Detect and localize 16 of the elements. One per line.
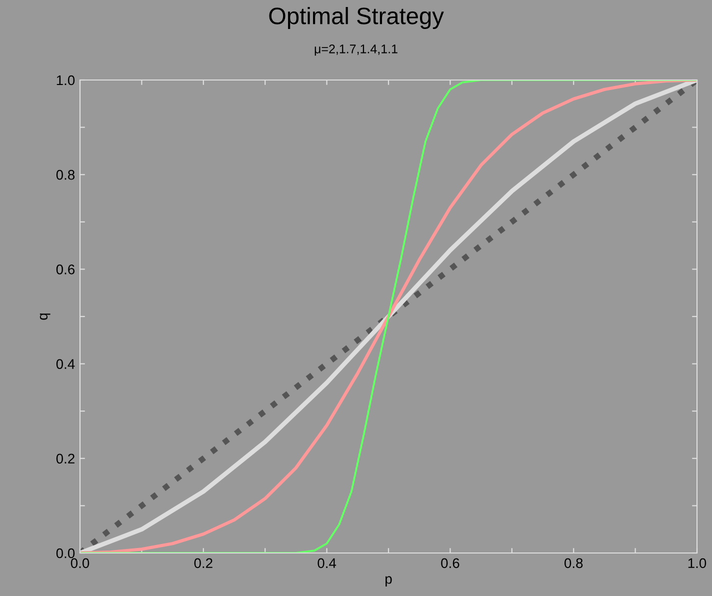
y-tick-label: 0.0 bbox=[56, 548, 75, 558]
y-axis-title: q bbox=[40, 314, 50, 320]
x-tick-label: 0.0 bbox=[70, 558, 90, 568]
y-tick-label: 0.2 bbox=[56, 454, 74, 464]
x-axis-title: p bbox=[386, 576, 392, 587]
chart-title: Optimal Strategy bbox=[269, 6, 444, 30]
x-tick-label: 0.2 bbox=[194, 558, 212, 568]
y-tick-label: 0.4 bbox=[56, 359, 75, 369]
x-tick-label: 1.0 bbox=[688, 558, 706, 568]
chart-subtitle: μ=2,1.7,1.4,1.1 bbox=[314, 44, 398, 56]
x-tick-label: 0.4 bbox=[318, 558, 336, 568]
x-tick-label: 0.6 bbox=[441, 558, 460, 568]
y-tick-label: 1.0 bbox=[56, 75, 75, 86]
x-tick-label: 0.8 bbox=[564, 558, 583, 568]
y-tick-label: 0.6 bbox=[56, 264, 75, 274]
y-tick-label: 0.8 bbox=[56, 170, 75, 180]
